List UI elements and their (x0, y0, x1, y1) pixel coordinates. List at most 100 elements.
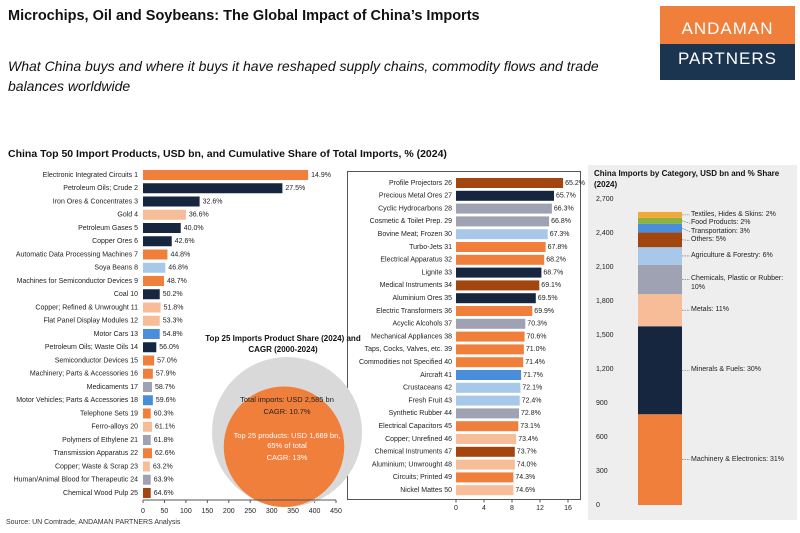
y-tick-label: Copper; Waste & Scrap 23 (55, 463, 138, 470)
segment-label: Minerals & Fuels: 30% (691, 366, 762, 374)
y-tick-label: Telephone Sets 19 (80, 410, 138, 417)
y-tick-label: Transmission Apparatus 22 (53, 450, 138, 457)
bar (143, 315, 160, 326)
y-tick-label: Turbo-Jets 31 (409, 244, 452, 251)
share-label: 65.2% (565, 180, 585, 187)
leader-line (681, 239, 691, 241)
segment-label: Food Products: 2% (691, 219, 751, 227)
y-tick-label: Motor Cars 13 (94, 331, 138, 338)
segment-label: Agriculture & Forestry: 6% (691, 251, 773, 259)
bar (143, 461, 150, 472)
share-label: 74.3% (515, 474, 535, 481)
y-tick-label: Copper; Refined & Unwrought 11 (35, 304, 138, 311)
bar-segment (638, 232, 682, 248)
y-tick-label: 900 (596, 400, 608, 407)
y-tick-label: Aircraft 41 (420, 372, 452, 379)
segment-label: Chemicals, Plastic or Rubber: 10% (691, 275, 784, 292)
share-label: 63.9% (154, 477, 174, 484)
share-label: 70.6% (527, 333, 547, 340)
x-tick-label: 16 (564, 505, 572, 512)
share-label: 53.3% (163, 318, 183, 325)
bar (143, 448, 153, 459)
share-label: 69.9% (534, 308, 554, 315)
bar (143, 262, 166, 273)
share-label: 69.5% (538, 295, 558, 302)
y-tick-label: 600 (596, 434, 608, 441)
bar-segment (638, 294, 682, 327)
x-tick-label: 300 (266, 508, 278, 515)
share-label: 66.8% (551, 218, 571, 225)
y-tick-label: Machinery; Parts & Accessories 16 (30, 371, 138, 378)
y-tick-label: Cyclic Hydrocarbons 28 (378, 205, 452, 212)
bubble-label: Top 25 products: USD 1,669 bn, 65% of to… (233, 430, 341, 450)
bar (143, 196, 200, 207)
segment-label: Metals: 11% (691, 306, 729, 314)
share-label: 42.6% (175, 238, 195, 245)
share-label: 27.5% (285, 185, 305, 192)
bar (143, 488, 151, 498)
bar (456, 434, 517, 444)
y-tick-label: Coal 10 (114, 291, 138, 298)
bar (456, 408, 519, 419)
bar (456, 216, 550, 227)
share-label: 56.0% (159, 344, 179, 351)
share-label: 60.3% (154, 410, 174, 417)
share-label: 73.7% (517, 449, 537, 456)
bar (456, 242, 546, 252)
segment-label: Machinery & Electronics: 31% (691, 455, 784, 463)
share-label: 70.3% (527, 321, 547, 328)
leader-line (681, 227, 691, 233)
share-label: 68.2% (546, 257, 566, 264)
chart-title: China Imports by Category, USD bn and % … (594, 169, 780, 189)
y-tick-label: Semiconductor Devices 15 (55, 357, 138, 364)
share-label: 72.4% (522, 397, 542, 404)
bar (456, 318, 526, 329)
bar (456, 485, 514, 496)
logo-bottom: PARTNERS (660, 44, 795, 80)
segment-label: Transportation: 3% (691, 227, 750, 235)
y-tick-label: Machines for Semiconductor Devices 9 (17, 278, 138, 285)
bar (456, 446, 515, 457)
share-label: 72.8% (521, 410, 541, 417)
share-label: 74.6% (515, 487, 535, 494)
bar-segment (638, 223, 682, 233)
share-label: 44.8% (170, 251, 190, 258)
bar (143, 395, 153, 406)
bar (456, 280, 540, 291)
y-tick-label: 1,500 (596, 332, 614, 339)
share-label: 61.8% (154, 437, 174, 444)
share-label: 54.8% (163, 331, 183, 338)
y-tick-label: Human/Animal Blood for Therapeutic 24 (14, 477, 138, 484)
y-tick-label: Soya Beans 8 (94, 265, 138, 272)
y-tick-label: Taps, Cocks, Valves, etc. 39 (365, 346, 453, 353)
y-tick-label: Electric Transformers 36 (376, 308, 452, 315)
bar (456, 190, 554, 201)
y-tick-label: Cosmetic & Toilet Prep. 29 (370, 218, 452, 225)
x-tick-label: 450 (330, 508, 342, 515)
x-tick-label: 250 (244, 508, 256, 515)
y-tick-label: Ferro-alloys 20 (91, 424, 138, 431)
y-tick-label: Petroleum Oils; Waste Oils 14 (45, 344, 138, 351)
y-tick-label: Petroleum Gases 5 (78, 225, 138, 232)
share-label: 40.0% (184, 225, 204, 232)
share-label: 50.2% (163, 291, 183, 298)
y-tick-label: 2,100 (596, 264, 614, 271)
x-tick-label: 0 (141, 508, 145, 515)
x-tick-label: 200 (223, 508, 235, 515)
y-tick-label: 2,700 (596, 196, 614, 203)
y-tick-label: Medical Instruments 34 (380, 282, 452, 289)
share-label: 57.9% (156, 371, 176, 378)
share-label: 46.8% (168, 265, 188, 272)
share-label: 73.1% (520, 423, 540, 430)
share-label: 65.7% (556, 193, 576, 200)
bar (143, 421, 153, 432)
share-label: 71.0% (526, 346, 546, 353)
y-tick-label: Flat Panel Display Modules 12 (43, 318, 138, 325)
bar (456, 421, 519, 432)
share-label: 48.7% (167, 278, 187, 285)
section-title: China Top 50 Import Products, USD bn, an… (8, 148, 447, 160)
share-label: 71.4% (525, 359, 545, 366)
bubble-note: CAGR: 13% (266, 452, 308, 462)
share-label: 73.4% (518, 436, 538, 443)
